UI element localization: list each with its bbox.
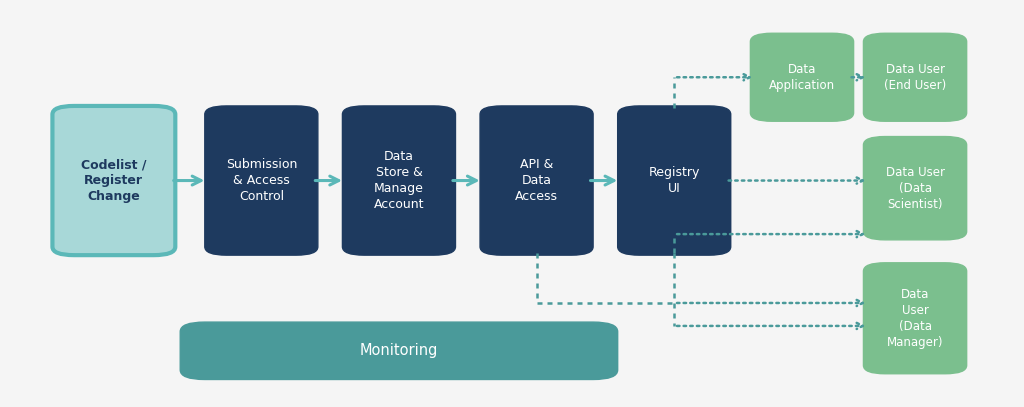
FancyBboxPatch shape — [863, 137, 967, 240]
FancyBboxPatch shape — [205, 106, 317, 255]
FancyBboxPatch shape — [480, 106, 593, 255]
Text: Monitoring: Monitoring — [359, 343, 438, 358]
Text: Data
User
(Data
Manager): Data User (Data Manager) — [887, 288, 943, 349]
FancyBboxPatch shape — [52, 106, 175, 255]
Text: Data
Store &
Manage
Account: Data Store & Manage Account — [374, 150, 424, 211]
Text: Codelist /
Register
Change: Codelist / Register Change — [81, 158, 146, 203]
FancyBboxPatch shape — [751, 33, 854, 121]
Text: API &
Data
Access: API & Data Access — [515, 158, 558, 203]
Text: Data User
(Data
Scientist): Data User (Data Scientist) — [886, 166, 944, 211]
FancyBboxPatch shape — [863, 33, 967, 121]
FancyBboxPatch shape — [342, 106, 456, 255]
FancyBboxPatch shape — [863, 263, 967, 374]
FancyBboxPatch shape — [180, 322, 617, 379]
Text: Registry
UI: Registry UI — [648, 166, 699, 195]
Text: Data User
(End User): Data User (End User) — [884, 63, 946, 92]
Text: Data
Application: Data Application — [769, 63, 835, 92]
FancyBboxPatch shape — [617, 106, 731, 255]
Text: Submission
& Access
Control: Submission & Access Control — [225, 158, 297, 203]
